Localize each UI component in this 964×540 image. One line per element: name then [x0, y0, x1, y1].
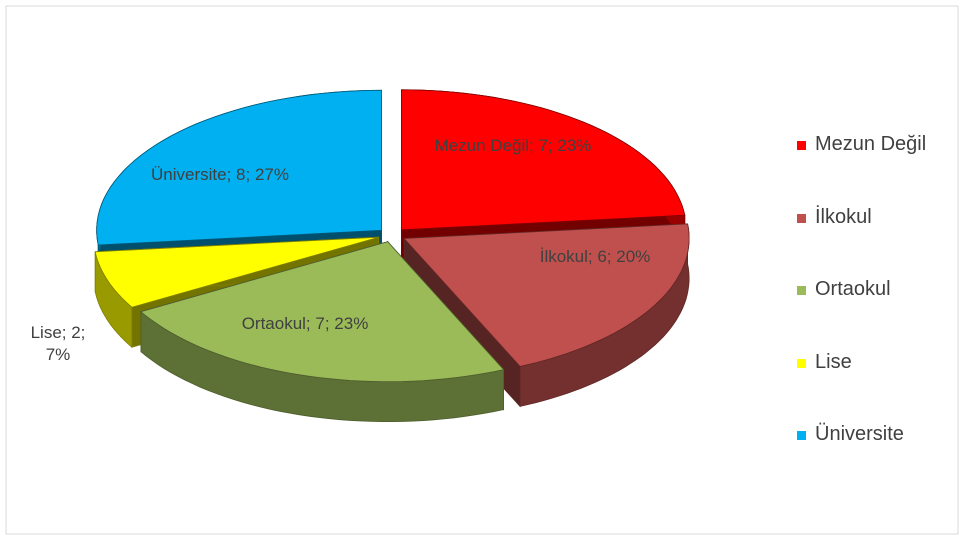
data-label: Ortaokul; 7; 23%: [241, 314, 369, 333]
legend-swatch: [797, 213, 806, 223]
slice-top: [403, 223, 690, 367]
data-label: Mezun Değil; 7; 23%: [434, 136, 592, 155]
chart-frame: [5, 5, 959, 535]
data-label: Üniversite; 8; 27%: [151, 165, 289, 184]
slice-top: [94, 236, 379, 308]
slice-top: [96, 89, 382, 246]
legend-swatch: [797, 431, 806, 440]
legend-label: Mezun Değil: [815, 133, 927, 155]
data-label: İlkokul; 6; 20%: [539, 247, 651, 266]
legend-swatch: [797, 286, 806, 295]
slice-top: [140, 241, 505, 382]
legend-label: Lise: [815, 350, 852, 373]
legend-label: Ortaokul: [815, 278, 891, 300]
data-label: Lise; 2; 7%: [30, 323, 86, 364]
legend-label: İlkokul: [815, 205, 872, 228]
legend-swatch: [797, 358, 806, 368]
slice-top: [401, 89, 686, 231]
legend-swatch: [797, 141, 806, 150]
legend-label: Üniversite: [815, 423, 904, 445]
pie-slice: [140, 240, 505, 422]
